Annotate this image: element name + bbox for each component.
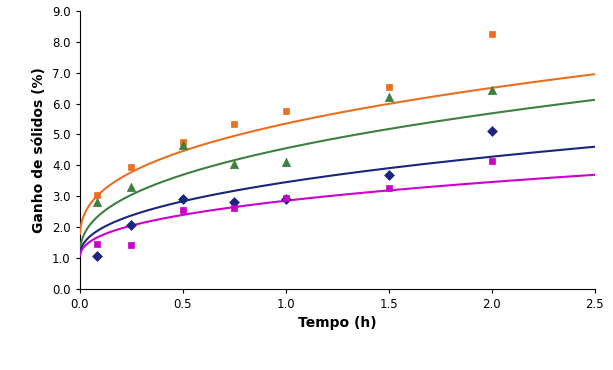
Point [281,108,291,114]
Point [384,172,394,178]
Point [487,158,497,164]
Point [487,128,497,134]
Point [281,195,291,201]
Point [229,205,239,211]
Point [178,196,188,202]
Point [126,222,136,228]
Point [384,84,394,90]
Point [384,94,394,100]
Y-axis label: Ganho de sólidos (%): Ganho de sólidos (%) [32,67,47,233]
Point [281,196,291,202]
Point [92,241,102,247]
Point [92,192,102,198]
Point [126,164,136,170]
Point [178,139,188,145]
Point [487,87,497,93]
Point [229,121,239,127]
Point [92,199,102,205]
Point [126,242,136,248]
Point [384,185,394,191]
Point [126,184,136,190]
Point [92,253,102,259]
Point [281,159,291,165]
Point [178,207,188,213]
Point [229,199,239,205]
Point [487,31,497,37]
Point [229,161,239,167]
X-axis label: Tempo (h): Tempo (h) [298,316,376,330]
Point [178,142,188,148]
